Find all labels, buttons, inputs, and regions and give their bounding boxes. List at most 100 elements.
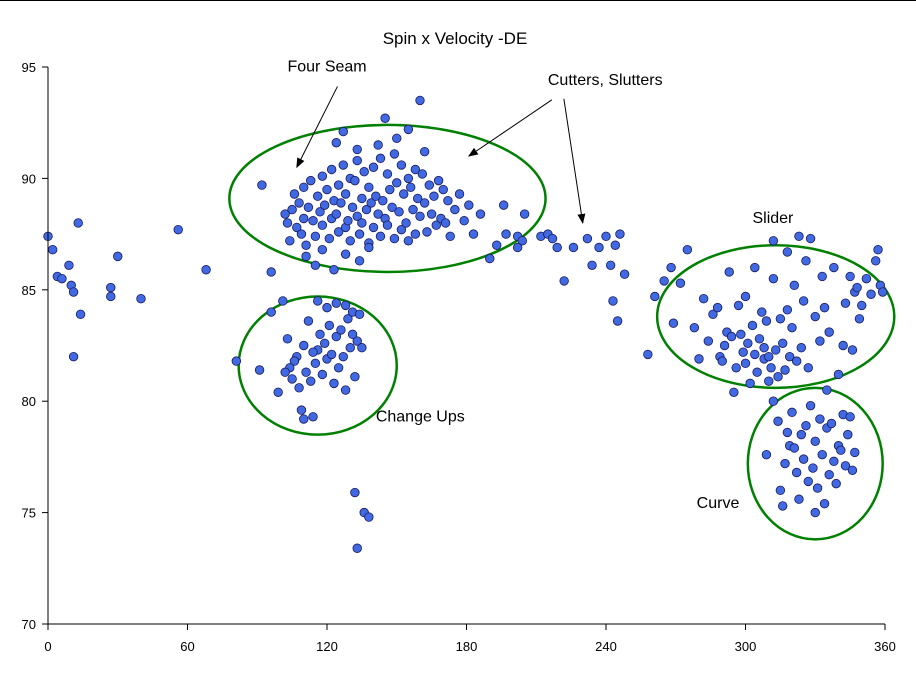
data-point	[787, 322, 797, 333]
data-point	[682, 244, 693, 255]
data-point	[317, 220, 328, 230]
data-point	[289, 356, 300, 366]
data-point	[338, 126, 348, 137]
data-point	[354, 309, 365, 320]
x-tick-label: 180	[456, 639, 478, 654]
data-point	[824, 327, 834, 337]
data-point	[780, 458, 790, 469]
data-point	[385, 184, 395, 195]
data-point	[266, 267, 276, 277]
data-point	[587, 260, 597, 270]
data-point	[801, 421, 811, 431]
data-point	[803, 363, 813, 373]
data-point	[389, 233, 400, 244]
data-point	[552, 242, 562, 253]
data-point	[417, 169, 428, 179]
data-point	[310, 231, 321, 242]
data-point	[791, 356, 802, 366]
data-point	[282, 218, 293, 228]
data-point	[789, 280, 800, 291]
data-point	[352, 543, 362, 553]
data-point	[326, 349, 337, 360]
data-point	[782, 305, 793, 315]
data-point	[347, 329, 358, 340]
data-point	[47, 244, 58, 255]
x-tick-label: 60	[180, 639, 194, 654]
data-point	[361, 204, 372, 215]
data-point	[445, 231, 455, 242]
data-point	[694, 354, 704, 364]
data-point	[852, 282, 862, 293]
data-point	[350, 487, 360, 498]
data-point	[429, 191, 439, 201]
data-point	[782, 247, 793, 257]
data-point	[877, 287, 888, 297]
data-point	[333, 180, 344, 190]
data-point	[380, 113, 390, 123]
data-point	[601, 231, 611, 242]
data-point	[368, 222, 379, 233]
data-point	[352, 211, 362, 221]
data-point	[780, 365, 790, 375]
data-point	[287, 374, 297, 384]
data-point	[775, 314, 786, 324]
data-point	[843, 429, 853, 440]
data-point	[719, 340, 730, 351]
data-point	[659, 276, 669, 286]
data-point	[750, 349, 760, 360]
data-point	[294, 383, 304, 393]
data-point	[387, 202, 397, 213]
data-point	[301, 251, 311, 262]
data-point	[619, 269, 630, 279]
data-point	[750, 262, 760, 273]
data-point	[424, 180, 435, 190]
x-tick-label: 120	[316, 639, 338, 654]
data-point	[403, 124, 414, 135]
data-point	[819, 302, 830, 313]
ellipse-four-seam	[228, 123, 547, 274]
data-point	[313, 191, 323, 201]
data-point	[352, 336, 362, 346]
data-point	[382, 220, 393, 230]
data-point	[308, 347, 318, 357]
data-point	[303, 316, 314, 326]
data-point	[775, 485, 786, 496]
data-point	[378, 195, 388, 206]
data-point	[306, 175, 316, 186]
data-point	[861, 273, 872, 284]
data-point	[266, 307, 276, 317]
data-point	[612, 316, 623, 326]
data-point	[829, 262, 839, 273]
data-point	[301, 367, 311, 377]
data-point	[273, 387, 283, 397]
data-point	[840, 298, 851, 308]
x-tick-label: 0	[44, 639, 51, 654]
data-point	[810, 507, 820, 518]
data-point	[333, 363, 344, 373]
data-point	[605, 260, 616, 270]
data-point	[801, 256, 811, 266]
annotation-label: Slider	[752, 210, 794, 227]
data-point	[364, 242, 374, 253]
data-point	[308, 216, 318, 226]
data-point	[485, 253, 495, 264]
data-point	[761, 316, 772, 326]
data-point	[396, 224, 407, 235]
data-point	[845, 271, 855, 282]
ellipse-curve	[746, 386, 884, 541]
data-point	[287, 204, 297, 215]
y-tick-label: 70	[22, 617, 36, 632]
data-point	[822, 385, 832, 395]
y-tick-label: 80	[22, 394, 36, 409]
data-point	[492, 240, 502, 250]
data-point	[340, 300, 351, 311]
data-point	[808, 463, 818, 473]
data-point	[745, 378, 755, 389]
y-tick-label: 90	[22, 171, 36, 186]
data-point	[773, 371, 783, 382]
data-point	[350, 371, 360, 382]
data-point	[845, 412, 855, 422]
data-point	[319, 200, 330, 210]
data-point	[805, 400, 816, 411]
